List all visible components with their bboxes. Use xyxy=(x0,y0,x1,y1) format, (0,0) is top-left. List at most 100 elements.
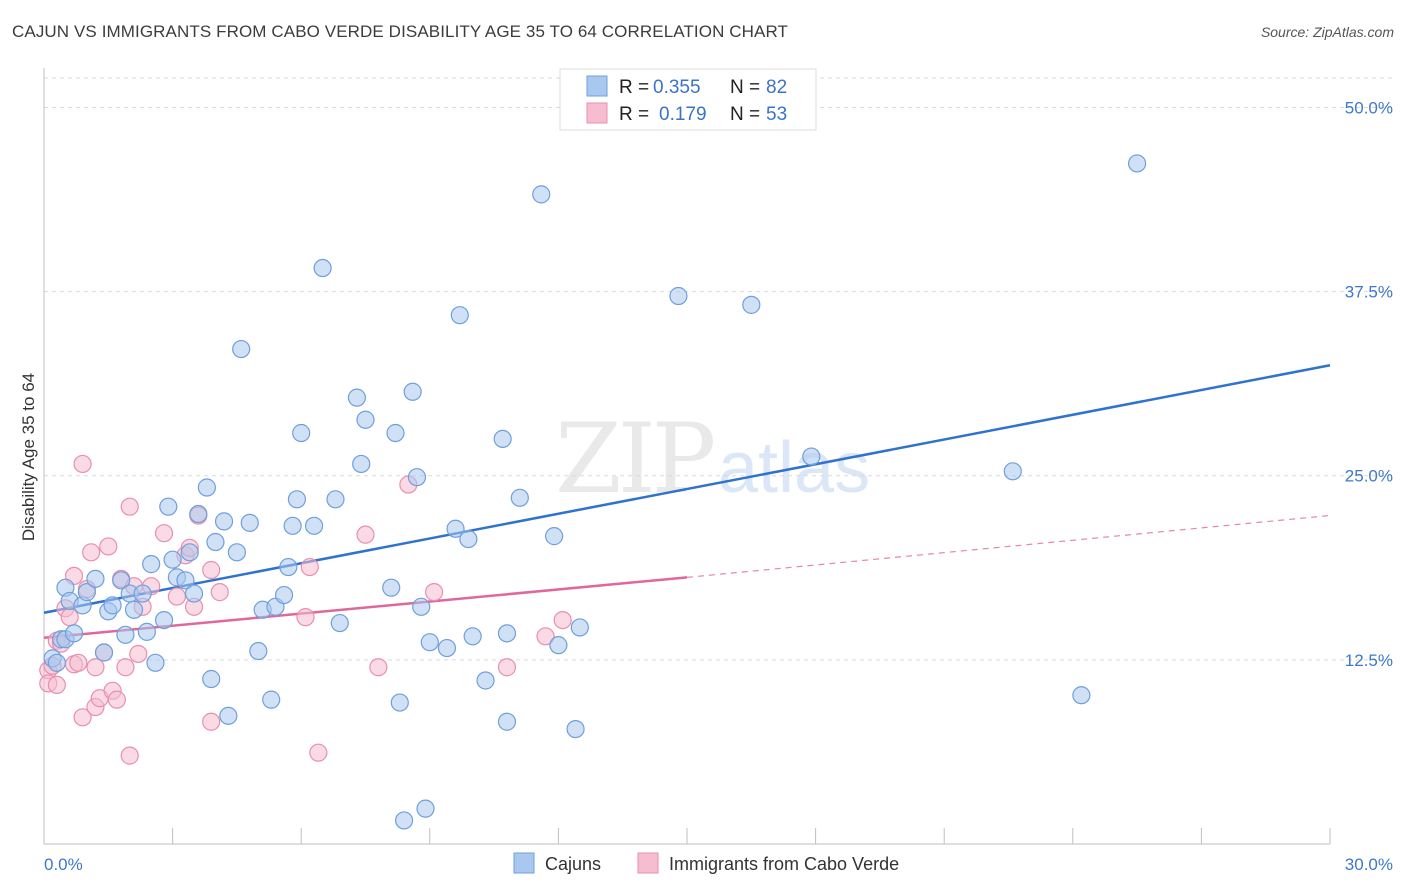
y-tick-label: 37.5% xyxy=(1345,283,1393,302)
point-cajuns xyxy=(394,811,414,830)
bottom-legend-swatch-cabo-verde xyxy=(637,852,659,874)
point-cabo-verde xyxy=(107,690,126,709)
point-cajuns xyxy=(232,339,251,359)
bottom-legend-label-cajuns: Cajuns xyxy=(545,854,601,874)
point-cajuns xyxy=(304,516,324,535)
point-cabo-verde xyxy=(73,708,92,727)
legend-n-label-2: N = xyxy=(730,104,760,125)
point-cajuns xyxy=(742,295,761,314)
point-cajuns xyxy=(116,625,135,644)
point-cabo-verde xyxy=(73,454,92,474)
point-cabo-verde xyxy=(356,525,375,544)
point-cajuns xyxy=(497,624,517,643)
legend-r-label-2: R = xyxy=(619,104,649,125)
point-cajuns xyxy=(189,504,208,524)
point-cajuns xyxy=(1072,686,1091,705)
bottom-legend-label-cabo-verde: Immigrants from Cabo Verde xyxy=(669,854,899,874)
point-cabo-verde xyxy=(120,497,139,516)
chart-title: CAJUN VS IMMIGRANTS FROM CABO VERDE DISA… xyxy=(12,22,789,41)
point-cajuns xyxy=(227,543,246,562)
y-tick-labels: 12.5% 25.0% 37.5% 50.0% xyxy=(1345,98,1393,669)
point-cajuns xyxy=(112,571,131,590)
point-cajuns xyxy=(446,519,465,538)
point-cajuns xyxy=(549,636,568,655)
point-cabo-verde xyxy=(309,743,328,762)
point-cajuns xyxy=(159,497,178,516)
point-cajuns xyxy=(313,258,332,278)
point-cabo-verde xyxy=(369,658,388,677)
legend-r-label-1: R = xyxy=(619,77,649,98)
point-cabo-verde xyxy=(424,583,444,602)
point-cabo-verde xyxy=(202,712,221,731)
legend-swatch-cabo-verde xyxy=(586,102,608,124)
point-cajuns xyxy=(570,618,589,637)
point-cajuns xyxy=(283,516,302,535)
point-cajuns xyxy=(197,478,216,497)
y-tick-label: 25.0% xyxy=(1345,467,1393,486)
point-cabo-verde xyxy=(154,524,174,543)
point-cajuns xyxy=(326,490,345,509)
point-cabo-verde xyxy=(69,653,88,672)
point-cajuns xyxy=(146,653,165,672)
point-cajuns xyxy=(240,513,259,532)
point-cajuns xyxy=(420,633,439,652)
point-cajuns xyxy=(476,671,495,690)
point-cabo-verde xyxy=(167,587,186,606)
point-cabo-verde xyxy=(296,608,315,627)
point-cajuns xyxy=(137,622,156,641)
point-cajuns xyxy=(103,596,122,615)
legend-r-value-1: 0.355 xyxy=(653,77,701,98)
point-cajuns xyxy=(274,585,294,605)
legend-n-value-2: 53 xyxy=(766,104,787,125)
point-cabo-verde xyxy=(82,543,101,562)
point-cabo-verde xyxy=(536,627,555,646)
legend-box: R = 0.355 N = 82 R = 0.179 N = 53 xyxy=(559,68,817,131)
trend-line-cajuns xyxy=(43,364,1331,614)
point-cabo-verde xyxy=(129,644,148,664)
point-cajuns xyxy=(262,690,281,709)
point-cabo-verde xyxy=(300,557,319,577)
point-cajuns xyxy=(493,429,512,449)
point-cajuns xyxy=(163,550,182,569)
point-cajuns xyxy=(450,306,469,325)
point-cajuns xyxy=(142,555,161,574)
point-cajuns xyxy=(292,423,311,443)
point-cajuns xyxy=(347,388,367,407)
legend-n-label-1: N = xyxy=(730,77,760,98)
svg-text:R = 0.179 N =: R = 0.179 N = 53 xyxy=(619,104,787,125)
point-cabo-verde xyxy=(210,583,229,602)
point-cabo-verde xyxy=(120,746,139,765)
point-cajuns xyxy=(463,627,482,646)
point-cajuns xyxy=(412,597,431,616)
axes xyxy=(43,68,1331,845)
point-cabo-verde xyxy=(86,658,105,677)
point-cajuns xyxy=(176,571,195,590)
data-points xyxy=(39,154,1147,830)
point-cajuns xyxy=(352,454,371,474)
point-cajuns xyxy=(510,488,529,507)
point-cajuns xyxy=(386,423,405,443)
point-cajuns xyxy=(382,578,401,597)
point-cabo-verde xyxy=(553,610,572,630)
point-cajuns xyxy=(545,527,564,546)
point-cajuns xyxy=(249,641,268,661)
point-cajuns xyxy=(219,706,238,725)
point-cajuns xyxy=(47,653,66,672)
y-axis-title: Disability Age 35 to 64 xyxy=(19,373,38,541)
point-cajuns xyxy=(124,600,144,619)
legend-swatch-cajuns xyxy=(586,75,608,97)
point-cajuns xyxy=(86,569,105,588)
point-cabo-verde xyxy=(202,560,221,580)
point-cajuns xyxy=(184,584,204,603)
point-cajuns xyxy=(202,669,221,689)
legend-n-value-1: 82 xyxy=(766,77,787,98)
point-cajuns xyxy=(566,719,585,739)
point-cabo-verde xyxy=(99,537,118,556)
point-cajuns xyxy=(287,490,307,509)
point-cajuns xyxy=(403,382,422,401)
point-cajuns xyxy=(416,799,435,818)
point-cajuns xyxy=(669,286,688,306)
point-cajuns xyxy=(180,543,199,562)
point-cajuns xyxy=(497,712,517,731)
